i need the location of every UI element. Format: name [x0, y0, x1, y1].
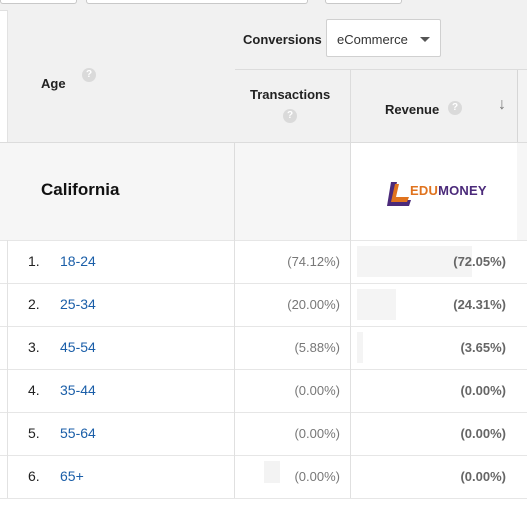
age-column-header[interactable]: Age ?	[7, 10, 236, 142]
age-link[interactable]: 55-64	[60, 425, 96, 441]
row-edge	[0, 283, 8, 326]
conversions-label: Conversions	[243, 32, 322, 47]
age-header-label: Age	[41, 76, 66, 91]
toolbar-tab-edge[interactable]	[86, 0, 308, 4]
transactions-percent: (0.00%)	[294, 469, 340, 484]
help-icon[interactable]: ?	[82, 68, 96, 82]
transactions-cell: (74.12%)	[235, 240, 351, 283]
row-rank: 2.	[28, 296, 40, 312]
transactions-cell: (0.00%)	[235, 369, 351, 412]
revenue-percent: (72.05%)	[453, 254, 506, 269]
row-rank: 5.	[28, 425, 40, 441]
age-link[interactable]: 65+	[60, 468, 84, 484]
header-divider	[350, 70, 351, 142]
logo-wordmark-money: MONEY	[438, 183, 487, 198]
table-row: 1. 18-24 (74.12%) (72.05%)	[0, 240, 527, 284]
next-column-edge[interactable]	[517, 70, 527, 142]
age-link[interactable]: 35-44	[60, 382, 96, 398]
transactions-percent: (0.00%)	[294, 426, 340, 441]
segment-title: California	[41, 180, 120, 199]
help-icon[interactable]: ?	[448, 101, 462, 115]
table-row: 3. 45-54 (5.88%) (3.65%)	[0, 326, 527, 370]
transactions-percent: (20.00%)	[287, 297, 340, 312]
header-divider	[235, 69, 527, 70]
table-row: 4. 35-44 (0.00%) (0.00%)	[0, 369, 527, 413]
revenue-cell: (24.31%)	[351, 283, 527, 326]
caret-down-icon	[420, 37, 430, 42]
row-edge	[0, 412, 8, 455]
row-rank: 6.	[28, 468, 40, 484]
segment-row: California EDUMONEY	[0, 142, 527, 241]
revenue-cell: (0.00%)	[351, 455, 527, 498]
transactions-percent: (0.00%)	[294, 383, 340, 398]
segment-label-cell: California	[7, 143, 235, 240]
toolbar-tab-edge[interactable]	[0, 0, 77, 4]
age-cell: 4. 35-44	[7, 369, 235, 412]
revenue-bar	[357, 246, 472, 277]
transactions-percent: (5.88%)	[294, 340, 340, 355]
revenue-percent: (3.65%)	[460, 340, 506, 355]
transactions-cell: (20.00%)	[235, 283, 351, 326]
arrow-down-icon[interactable]: ↓	[498, 96, 506, 113]
age-link[interactable]: 45-54	[60, 339, 96, 355]
transactions-bar	[264, 461, 280, 483]
transactions-column-header[interactable]: Transactions	[250, 87, 331, 102]
revenue-cell: (0.00%)	[351, 369, 527, 412]
row-rank: 4.	[28, 382, 40, 398]
revenue-percent: (24.31%)	[453, 297, 506, 312]
dropdown-selected-value: eCommerce	[337, 32, 408, 47]
revenue-percent: (0.00%)	[460, 469, 506, 484]
revenue-cell: (3.65%)	[351, 326, 527, 369]
revenue-percent: (0.00%)	[460, 383, 506, 398]
help-icon[interactable]: ?	[283, 109, 297, 123]
age-cell: 5. 55-64	[7, 412, 235, 455]
table-row: 2. 25-34 (20.00%) (24.31%)	[0, 283, 527, 327]
age-link[interactable]: 18-24	[60, 253, 96, 269]
transactions-percent: (74.12%)	[287, 254, 340, 269]
revenue-cell: (72.05%)	[351, 240, 527, 283]
row-rank: 3.	[28, 339, 40, 355]
segment-transactions-cell	[235, 143, 351, 240]
revenue-cell: (0.00%)	[351, 412, 527, 455]
revenue-column-header[interactable]: Revenue	[385, 102, 440, 117]
revenue-bar	[357, 289, 396, 320]
revenue-bar	[357, 332, 363, 363]
transactions-cell: (5.88%)	[235, 326, 351, 369]
toolbar-tab-edge[interactable]	[325, 0, 402, 4]
segment-logo-cell: EDUMONEY	[351, 143, 517, 240]
row-edge	[0, 455, 8, 498]
age-link[interactable]: 25-34	[60, 296, 96, 312]
table-row: 6. 65+ (0.00%) (0.00%)	[0, 455, 527, 499]
age-cell: 2. 25-34	[7, 283, 235, 326]
row-rank: 1.	[28, 253, 40, 269]
logo-wordmark-edu: EDU	[410, 183, 439, 198]
age-cell: 6. 65+	[7, 455, 235, 498]
age-cell: 1. 18-24	[7, 240, 235, 283]
table-row: 5. 55-64 (0.00%) (0.00%)	[0, 412, 527, 456]
edumoney-logo-icon	[387, 182, 411, 206]
age-cell: 3. 45-54	[7, 326, 235, 369]
transactions-cell: (0.00%)	[235, 412, 351, 455]
revenue-percent: (0.00%)	[460, 426, 506, 441]
row-edge	[0, 240, 8, 283]
row-edge	[0, 326, 8, 369]
logo-wordmark: EDUMONEY	[410, 183, 487, 198]
row-edge	[0, 369, 8, 412]
conversions-type-dropdown[interactable]: eCommerce	[326, 19, 441, 57]
transactions-cell: (0.00%)	[235, 455, 351, 498]
